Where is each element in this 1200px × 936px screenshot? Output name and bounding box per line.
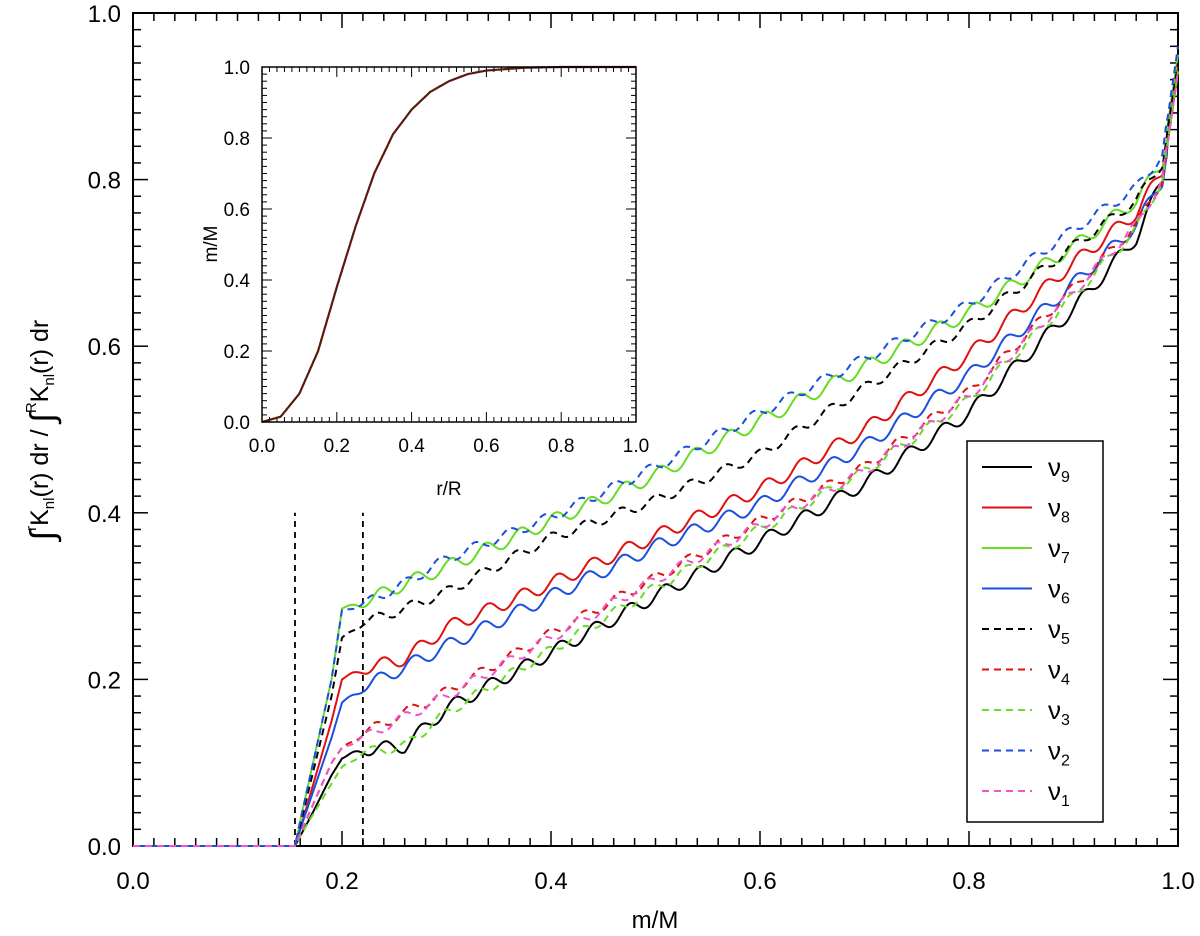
series-line-ν3	[133, 71, 1179, 847]
legend-label: ν5	[1048, 614, 1070, 648]
legend: ν9 ν8 ν7 ν6 ν5 ν4 ν3 ν2 ν1	[982, 452, 1070, 810]
inset-background	[262, 67, 636, 422]
series-line-ν5	[133, 62, 1179, 847]
main-y-tick-label: 0.6	[88, 334, 121, 361]
main-y-tick-label: 0.4	[88, 501, 121, 528]
series-line-ν1	[133, 71, 1179, 847]
legend-label: ν3	[1048, 695, 1070, 729]
inset-x-axis-label: r/R	[436, 479, 461, 500]
inset-y-tick-label: 1.0	[224, 58, 250, 79]
series-line-ν2	[133, 46, 1179, 847]
legend-label: ν7	[1048, 533, 1070, 567]
series-line-ν8	[133, 62, 1179, 847]
boundary-vlines	[294, 512, 364, 846]
inset-y-axis-label: m/M	[201, 226, 222, 263]
inset-y-tick-label: 0.2	[224, 342, 250, 363]
y-label-mid: (r) dr /	[26, 423, 54, 498]
inset-x-tick-label: 0.4	[398, 436, 425, 457]
svg-text:∫rKnl(r) dr / ∫RKnl(r) dr: ∫rKnl(r) dr / ∫RKnl(r) dr	[23, 320, 62, 542]
inset-tick-labels: 0.0 0.2 0.4 0.6 0.8 1.0 0.0 0.2 0.4 0.6 0.8 1.0	[224, 58, 650, 457]
inset-plot-frame	[261, 66, 637, 423]
y-label-k-2: K	[26, 385, 54, 402]
inset-y-tick-label: 0.8	[224, 129, 250, 150]
y-label-integral-1: ∫	[24, 529, 62, 542]
series-line-ν6	[133, 71, 1179, 847]
main-y-axis-label: ∫rKnl(r) dr / ∫RKnl(r) dr	[23, 320, 62, 542]
inset-x-tick-label: 1.0	[623, 436, 649, 457]
inset-x-tick-label: 0.6	[473, 436, 499, 457]
main-x-tick-label: 0.8	[952, 868, 985, 895]
y-label-k-1: K	[26, 509, 54, 526]
main-tick-labels: 0.0 0.2 0.4 0.6 0.8 1.0 0.0 0.2 0.4 0.6 0.8 1.0	[88, 1, 1195, 895]
main-axis-ticks	[132, 12, 1179, 847]
legend-label: ν9	[1048, 452, 1070, 486]
main-x-tick-label: 0.2	[325, 868, 358, 895]
y-label-upper-1: r	[23, 526, 40, 531]
legend-label: ν1	[1048, 776, 1070, 810]
inset-x-tick-label: 0.0	[249, 436, 275, 457]
y-label-integral-2: ∫	[24, 412, 62, 425]
y-label-end: (r) dr	[26, 320, 54, 374]
y-label-upper-2: R	[23, 402, 40, 413]
main-x-tick-label: 0.0	[116, 868, 149, 895]
inset-x-tick-label: 0.8	[548, 436, 574, 457]
legend-label: ν8	[1048, 493, 1070, 527]
legend-box	[966, 440, 1104, 823]
inset-x-tick-label: 0.2	[324, 436, 350, 457]
main-x-tick-label: 1.0	[1161, 868, 1194, 895]
series-line-ν9	[133, 71, 1179, 847]
main-y-tick-label: 0.2	[88, 667, 121, 694]
inset-y-tick-label: 0.4	[224, 271, 251, 292]
legend-label: ν2	[1048, 736, 1070, 770]
y-label-sub-1: nl	[41, 498, 58, 510]
y-label-sub-2: nl	[41, 374, 58, 386]
main-x-tick-label: 0.6	[743, 868, 776, 895]
main-y-tick-label: 0.0	[88, 834, 121, 861]
main-x-tick-label: 0.4	[534, 868, 567, 895]
inset-y-tick-label: 0.0	[224, 413, 250, 434]
main-y-tick-label: 1.0	[88, 1, 121, 28]
main-series-group	[133, 46, 1179, 847]
main-y-tick-label: 0.8	[88, 168, 121, 195]
legend-label: ν6	[1048, 574, 1070, 608]
inset-y-tick-label: 0.6	[224, 200, 250, 221]
legend-label: ν4	[1048, 655, 1070, 689]
main-x-axis-label: m/M	[632, 907, 679, 934]
